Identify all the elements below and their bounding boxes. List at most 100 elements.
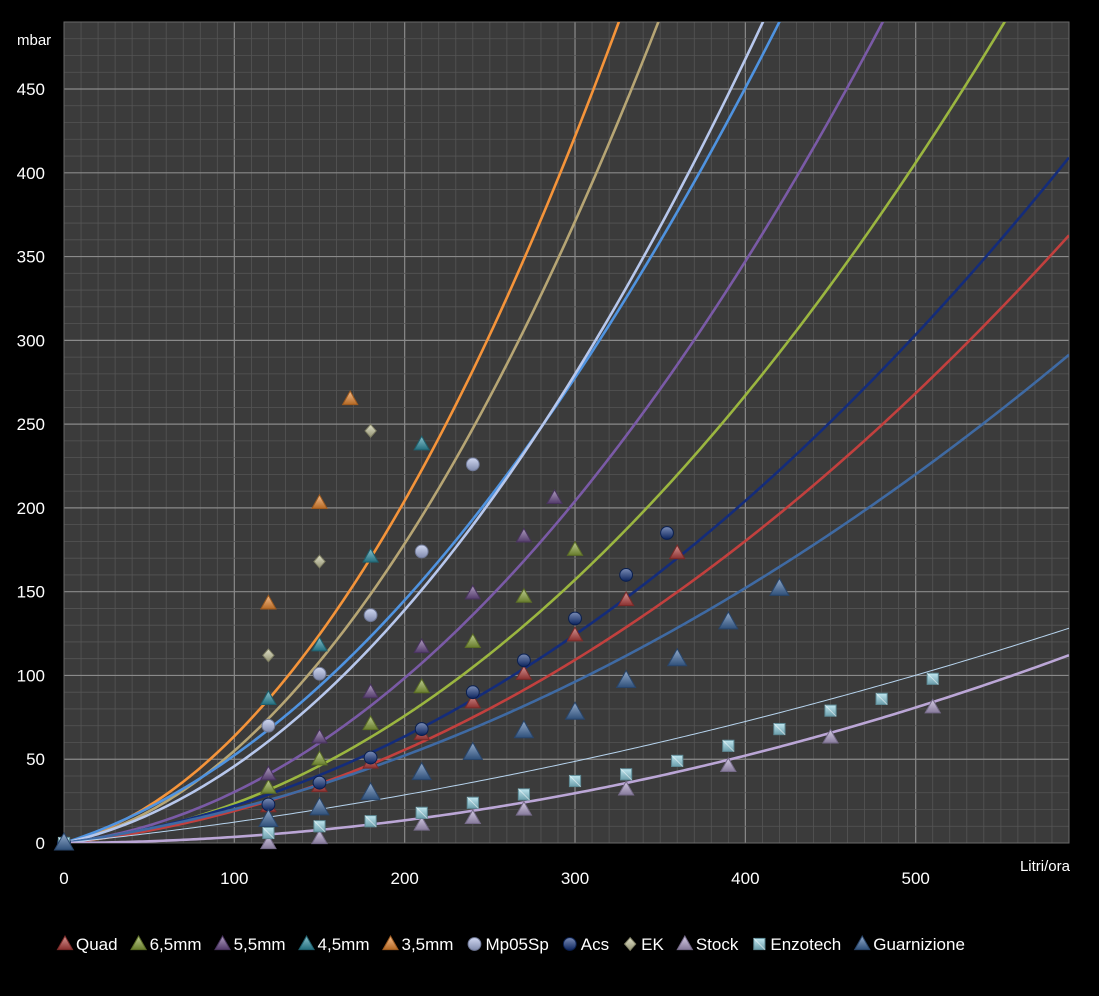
data-point-sheen <box>364 815 377 828</box>
data-point <box>464 693 482 709</box>
data-point <box>309 796 330 816</box>
legend-label: EK <box>641 935 664 954</box>
data-point <box>362 715 380 731</box>
data-point <box>719 756 737 773</box>
data-point <box>465 457 480 472</box>
trendline-6 <box>64 156 1069 843</box>
trendline-7 <box>64 234 1069 843</box>
y-tick-label: 100 <box>17 666 45 685</box>
data-point-sheen <box>722 739 735 752</box>
data-point <box>924 698 942 714</box>
data-point <box>311 636 328 652</box>
series-Guarnizione <box>53 577 790 851</box>
y-tick-label: 200 <box>17 499 45 518</box>
trendline-3 <box>64 22 765 843</box>
legend-label: Enzotech <box>770 935 841 954</box>
data-point-sheen <box>313 820 326 833</box>
data-point <box>822 728 839 744</box>
data-point-sheen <box>620 768 633 781</box>
data-point <box>313 554 326 569</box>
data-point-sheen <box>569 775 581 787</box>
data-point-sheen <box>262 826 275 839</box>
data-point <box>515 800 533 816</box>
x-tick-label: 400 <box>731 869 759 888</box>
x-tick-label: 500 <box>902 869 930 888</box>
data-point <box>259 765 277 781</box>
data-point <box>262 648 275 663</box>
data-point <box>413 678 431 694</box>
data-point <box>414 722 429 736</box>
data-point <box>517 653 531 668</box>
legend-label: 4,5mm <box>318 935 370 954</box>
legend-marker <box>214 934 232 951</box>
plot-area <box>64 22 1069 843</box>
data-point <box>464 808 482 824</box>
legend-entry: 3,5mm <box>382 934 454 954</box>
data-point-sheen <box>517 788 530 801</box>
data-point <box>414 544 429 559</box>
trendline-5 <box>64 22 1007 843</box>
data-point <box>364 423 377 438</box>
trendline-1 <box>64 22 660 843</box>
data-point <box>515 527 533 543</box>
y-tick-label: 250 <box>17 415 45 434</box>
data-point <box>258 808 279 828</box>
data-point <box>259 778 277 794</box>
data-point <box>566 540 584 556</box>
legend-label: Guarnizione <box>873 935 965 954</box>
legend-entry: Stock <box>676 934 739 954</box>
x-tick-label: 100 <box>220 869 248 888</box>
data-point <box>360 781 381 801</box>
x-tick-label: 0 <box>59 869 68 888</box>
data-point <box>311 828 328 845</box>
data-point <box>411 761 433 781</box>
y-tick-label: 350 <box>17 248 45 267</box>
y-tick-label: 400 <box>17 164 45 183</box>
data-point <box>566 626 584 642</box>
legend-marker <box>382 934 399 951</box>
data-point <box>413 637 431 654</box>
y-tick-label: 300 <box>17 331 45 350</box>
data-point <box>363 608 378 623</box>
x-tick-label: 300 <box>561 869 589 888</box>
legend-entry: EK <box>623 935 664 954</box>
legend-marker <box>298 934 315 951</box>
data-point <box>261 718 276 733</box>
y-tick-label: 0 <box>36 834 45 853</box>
data-point-sheen <box>773 723 786 736</box>
data-point <box>311 493 328 509</box>
data-point <box>464 632 482 649</box>
legend-marker <box>562 937 577 951</box>
legend-label: Quad <box>76 935 118 954</box>
legend-entry: Acs <box>562 935 609 954</box>
data-point <box>362 683 380 699</box>
legend: Quad 6,5mm 5,5mm 4,5mm 3,5mm Mp05Sp Acs EK Stock… <box>56 934 965 954</box>
legend-entry: 4,5mm <box>298 934 370 954</box>
data-point <box>617 591 635 607</box>
legend-label: 3,5mm <box>402 935 454 954</box>
data-point-sheen <box>415 806 428 819</box>
grid <box>63 21 1070 844</box>
y-tick-label: 50 <box>26 750 45 769</box>
data-point <box>515 664 533 680</box>
data-point <box>617 780 635 796</box>
data-point <box>515 587 533 603</box>
legend-marker <box>853 934 871 951</box>
data-point <box>666 647 688 667</box>
data-point-sheen <box>466 796 479 809</box>
legend-entry: 6,5mm <box>130 934 202 954</box>
y-tick-label: 150 <box>17 583 45 602</box>
legend-label: Stock <box>696 935 739 954</box>
x-axis-label: Litri/ora <box>1020 858 1071 875</box>
legend-marker <box>623 936 637 952</box>
legend-entry: Enzotech <box>753 935 841 954</box>
legend-label: 5,5mm <box>234 935 286 954</box>
data-point <box>568 611 582 626</box>
data-point-sheen <box>824 704 837 717</box>
series-EK <box>57 423 377 851</box>
data-point-sheen <box>671 754 684 767</box>
plot-border <box>63 21 1070 844</box>
data-point <box>259 594 277 610</box>
legend-entry: Quad <box>56 934 118 954</box>
legend-marker <box>676 934 694 951</box>
